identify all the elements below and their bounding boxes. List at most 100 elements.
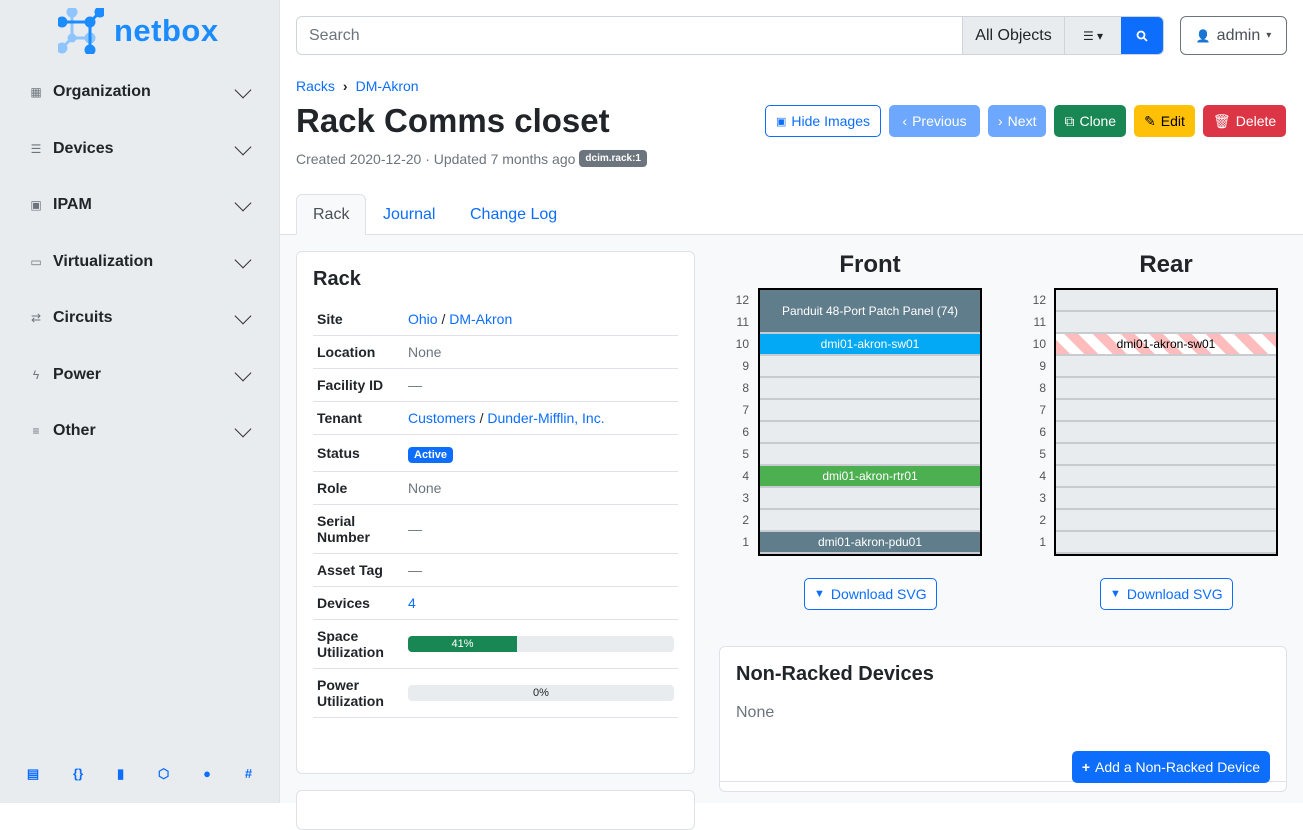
sidebar-item-circuits[interactable]: ⇄ Circuits	[0, 298, 279, 338]
row-label: Status	[313, 434, 404, 472]
download-front-svg-button[interactable]: ▼ Download SVG	[804, 578, 937, 610]
unit-number: 8	[742, 381, 749, 395]
rack-device[interactable]: dmi01-akron-sw01	[1056, 334, 1276, 356]
edit-button[interactable]: ✎ Edit	[1134, 105, 1195, 137]
unit-number: 6	[1039, 425, 1046, 439]
devices-link[interactable]: 4	[408, 595, 416, 611]
table-row: Status Active	[313, 434, 678, 472]
rack-device[interactable]: dmi01-akron-sw01	[760, 334, 980, 356]
sidebar-item-label: Circuits	[53, 309, 113, 326]
status-badge: Active	[408, 447, 454, 463]
object-type-label: All Objects	[975, 26, 1052, 44]
clone-button[interactable]: ⧉ Clone	[1054, 105, 1127, 137]
search-bar: All Objects ☰ ▾	[296, 16, 1164, 55]
rack-unit[interactable]	[1056, 378, 1276, 400]
rack-device[interactable]: dmi01-akron-rtr01	[760, 466, 980, 488]
rack-unit[interactable]	[1056, 488, 1276, 510]
book-icon[interactable]: ▤	[26, 766, 40, 781]
brand-name: netbox	[114, 13, 219, 48]
sidebar-item-other[interactable]: ≡ Other	[0, 411, 279, 451]
download-label: Download SVG	[830, 586, 927, 602]
unit-number: 11	[1033, 315, 1046, 329]
rack-unit[interactable]	[760, 378, 980, 400]
chevron-down-icon	[234, 81, 252, 99]
next-label: Next	[1007, 113, 1037, 129]
rack-unit[interactable]	[760, 356, 980, 378]
user-menu-button[interactable]: 👤 admin ▾	[1180, 16, 1287, 55]
tab-change-log[interactable]: Change Log	[470, 205, 558, 223]
rack-device[interactable]: dmi01-akron-pdu01	[760, 532, 980, 554]
rack-unit[interactable]	[1056, 290, 1276, 312]
space-utilization-bar: 41%	[408, 636, 674, 652]
sidebar-item-virtualization[interactable]: ▭ Virtualization	[0, 242, 279, 282]
unit-number: 1	[742, 535, 749, 549]
card-title: Rack	[313, 268, 361, 290]
rack-device[interactable]: Panduit 48-Port Patch Panel (74)	[760, 290, 980, 334]
rack-unit[interactable]	[760, 400, 980, 422]
site-link[interactable]: DM-Akron	[449, 311, 513, 327]
rack-unit[interactable]	[1056, 466, 1276, 488]
row-label: Location	[313, 335, 404, 369]
search-button[interactable]	[1121, 17, 1163, 54]
sidebar-item-organization[interactable]: ▦ Organization	[0, 72, 279, 112]
graphql-icon[interactable]: ⬡	[157, 766, 170, 781]
github-icon[interactable]: ●	[203, 766, 212, 781]
rack-unit[interactable]	[760, 510, 980, 532]
breadcrumb-site[interactable]: DM-Akron	[355, 78, 419, 94]
breadcrumb-racks[interactable]: Racks	[296, 78, 335, 94]
rack-unit[interactable]	[1056, 400, 1276, 422]
region-link[interactable]: Ohio	[408, 311, 438, 327]
unit-number: 7	[1039, 403, 1046, 417]
add-non-racked-device-button[interactable]: + Add a Non-Racked Device	[1071, 751, 1270, 783]
server-icon: ☰	[30, 141, 42, 156]
tab-rack[interactable]: Rack	[296, 194, 367, 235]
chevron-down-icon	[234, 364, 252, 381]
tenant-link[interactable]: Dunder-Mifflin, Inc.	[487, 410, 605, 426]
api-icon[interactable]: {}	[73, 766, 84, 781]
unit-number: 3	[742, 491, 749, 505]
slack-icon[interactable]: #	[244, 766, 253, 781]
tab-bar: Rack Journal Change Log	[280, 194, 1303, 235]
rack-unit[interactable]	[760, 444, 980, 466]
card-title: Non-Racked Devices	[736, 663, 934, 685]
rack-unit[interactable]	[1056, 444, 1276, 466]
bookmark-icon[interactable]: ▮	[116, 766, 125, 781]
hide-images-label: Hide Images	[791, 113, 870, 129]
rack-unit[interactable]	[1056, 510, 1276, 532]
object-type-select[interactable]: All Objects	[962, 17, 1064, 54]
meta-text: Created 2020-12-20 · Updated 7 months ag…	[296, 150, 576, 167]
sidebar-item-devices[interactable]: ☰ Devices	[0, 129, 279, 169]
filter-dropdown-button[interactable]: ☰ ▾	[1064, 17, 1121, 54]
rack-unit[interactable]	[760, 488, 980, 510]
download-rear-svg-button[interactable]: ▼ Download SVG	[1100, 578, 1233, 610]
sidebar-item-ipam[interactable]: ▣ IPAM	[0, 185, 279, 225]
delete-button[interactable]: 🗑 Delete	[1202, 105, 1287, 137]
rack-unit[interactable]	[1056, 532, 1276, 554]
rack-unit[interactable]	[1056, 422, 1276, 444]
edit-label: Edit	[1160, 113, 1185, 129]
copy-icon: ⧉	[1064, 112, 1075, 129]
netbox-logo[interactable]: netbox	[58, 8, 219, 54]
search-input[interactable]	[297, 17, 962, 54]
hide-images-button[interactable]: ▣ Hide Images	[765, 105, 881, 137]
unit-number: 7	[742, 403, 749, 417]
rack-unit[interactable]	[1056, 312, 1276, 334]
page-title: Rack Comms closet	[296, 102, 610, 139]
serial-value: —	[404, 504, 678, 554]
rack-unit[interactable]	[760, 422, 980, 444]
object-id-badge: dcim.rack:1	[579, 150, 647, 167]
rack-unit[interactable]	[1056, 356, 1276, 378]
sidebar-item-label: IPAM	[53, 196, 92, 213]
search-icon	[1136, 30, 1148, 42]
chevron-down-icon	[234, 307, 252, 325]
chevron-down-icon	[234, 194, 252, 212]
previous-button[interactable]: ‹ Previous	[889, 105, 980, 137]
next-button[interactable]: › Next	[988, 105, 1047, 137]
tab-journal[interactable]: Journal	[383, 205, 436, 223]
row-label: Serial Number	[313, 504, 404, 554]
location-value: None	[404, 335, 678, 369]
front-title: Front	[839, 251, 901, 278]
monitor-icon: ▭	[30, 254, 42, 269]
sidebar-item-power[interactable]: ϟ Power	[0, 355, 279, 395]
tenant-group-link[interactable]: Customers	[408, 410, 476, 426]
